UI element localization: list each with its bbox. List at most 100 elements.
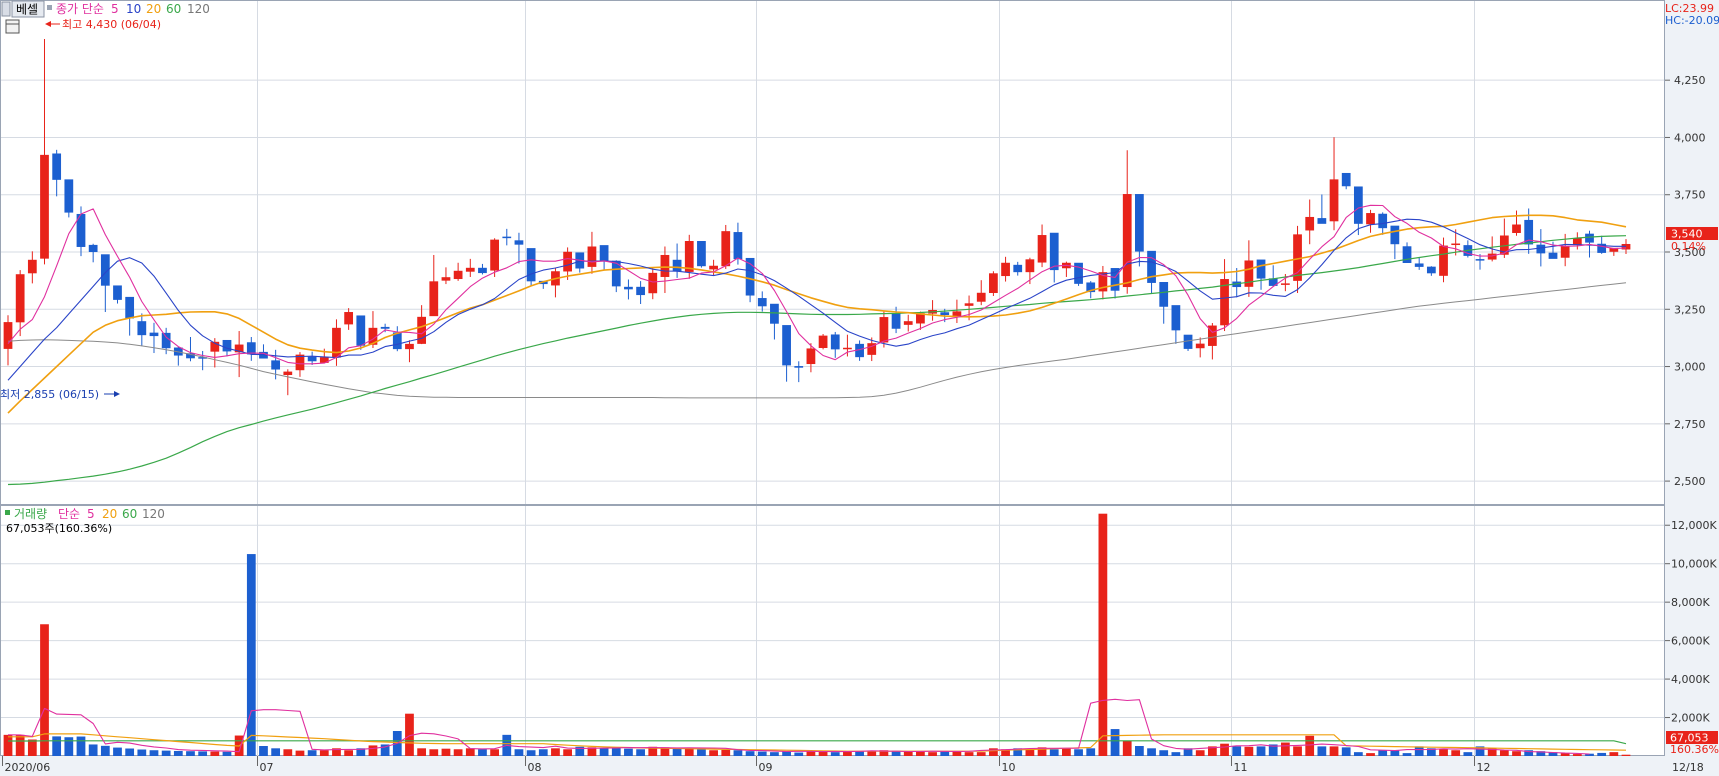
vol-ma120-label[interactable]: 120: [142, 507, 165, 521]
candle-body: [1317, 218, 1327, 224]
candle-body: [1572, 238, 1582, 246]
vol-ma-label[interactable]: 단순: [58, 507, 80, 521]
volume-bar: [441, 748, 451, 756]
volume-gridlines: [1, 524, 1664, 719]
volume-bar: [1585, 753, 1594, 756]
candle-body: [429, 281, 439, 317]
volume-bar: [1074, 749, 1083, 756]
volume-bar: [1013, 748, 1023, 756]
candle-body: [1280, 283, 1290, 285]
current-volume-box: [1666, 731, 1718, 744]
volume-bar: [1317, 746, 1327, 756]
candle-body: [307, 356, 317, 362]
ma20-label[interactable]: 20: [146, 2, 161, 16]
candle-body: [1183, 334, 1193, 349]
candle-body: [1560, 246, 1570, 258]
calendar-icon[interactable]: [5, 19, 20, 34]
volume-bar: [1098, 513, 1108, 756]
candle-body: [344, 312, 354, 325]
volume-tick-label: 6,000K: [1671, 635, 1710, 648]
volume-bars: [3, 513, 1631, 756]
right-axis-area: [1665, 0, 1719, 776]
candle-body: [1536, 244, 1546, 254]
candle-body: [855, 343, 864, 358]
candle-body: [27, 259, 37, 274]
volume-bar: [319, 750, 329, 756]
candle-body: [1439, 245, 1448, 276]
candle-body: [392, 332, 402, 350]
price-tick-label: 3,750: [1674, 189, 1706, 202]
volume-tick-label: 10,000K: [1671, 558, 1717, 571]
volume-tick-label: 2,000K: [1671, 712, 1710, 725]
candle-body: [1475, 259, 1485, 261]
ma10-label[interactable]: 10: [126, 2, 141, 16]
volume-bar: [1001, 749, 1010, 756]
ma120-label[interactable]: 120: [187, 2, 210, 16]
candle-body: [830, 334, 840, 350]
price-axis-ticks: 2,500 2,750 3,000 3,250 3,500 3,750 4,000 4,250: [1665, 74, 1706, 488]
volume-bar: [916, 751, 925, 756]
price-gridlines: [1, 79, 1664, 482]
volume-bar: [344, 750, 354, 756]
candle-body: [1390, 225, 1400, 245]
current-price: 3,540: [1671, 228, 1703, 241]
candle-body: [64, 179, 74, 213]
volume-bar: [3, 734, 13, 756]
vol-ma20-label[interactable]: 20: [102, 507, 117, 521]
candle-body: [587, 246, 597, 267]
volume-bar: [1062, 748, 1071, 756]
current-volume-tag: 67,053 160.36%: [1666, 731, 1719, 756]
volume-bar: [100, 745, 110, 756]
volume-bar: [611, 747, 621, 756]
bottom-axis-area: [0, 756, 1665, 776]
ma5-label[interactable]: 5: [111, 2, 119, 16]
volume-bar: [210, 751, 220, 756]
candle-body: [1086, 282, 1096, 293]
vol-ma60-label[interactable]: 60: [122, 507, 137, 521]
candle-body: [417, 316, 427, 344]
price-tick-label: 3,000: [1674, 361, 1706, 374]
volume-bar: [636, 749, 645, 756]
volume-bar: [465, 748, 475, 756]
candle-body: [100, 254, 110, 286]
volume-bar: [830, 752, 840, 756]
volume-bar: [1037, 747, 1047, 756]
date-tick-label: 10: [1002, 761, 1016, 774]
volume-bar: [259, 746, 268, 756]
ma60-label[interactable]: 60: [166, 2, 181, 16]
volume-label[interactable]: 거래량: [14, 507, 47, 521]
volume-bar: [1475, 746, 1485, 756]
volume-tick-label: 12,000K: [1671, 519, 1717, 532]
volume-bar: [538, 749, 548, 756]
vol-ma5-label[interactable]: 5: [87, 507, 95, 521]
candle-body: [222, 339, 232, 352]
candle-body: [1512, 224, 1521, 233]
volume-bar: [697, 749, 706, 756]
price-tick-label: 3,250: [1674, 303, 1706, 316]
volume-bar: [806, 751, 816, 756]
legend-handle-icon[interactable]: [1, 1, 11, 17]
candle-body: [709, 265, 718, 270]
candle-body: [794, 366, 804, 368]
volume-bar: [1487, 748, 1497, 756]
candle-body: [757, 298, 767, 307]
candle-body: [672, 259, 682, 272]
volume-bar: [478, 749, 487, 756]
stock-tag-box[interactable]: [11, 0, 45, 18]
volume-bar: [1366, 753, 1375, 756]
candle-body: [113, 285, 122, 300]
volume-bar: [928, 752, 937, 756]
volume-bar: [283, 749, 293, 756]
candle-body: [490, 239, 499, 271]
volume-bar: [1147, 748, 1156, 756]
price-ma-label[interactable]: 종가 단순: [56, 2, 104, 16]
volume-bar: [1329, 746, 1339, 756]
volume-bar: [1353, 752, 1363, 756]
volume-bar: [1244, 746, 1254, 756]
vol-ma5-line: [7, 698, 1590, 755]
volume-bar: [1524, 750, 1534, 756]
candle-body: [1487, 253, 1497, 260]
candle-body: [1207, 325, 1217, 346]
volume-bar: [429, 749, 439, 756]
candle-body: [1378, 213, 1388, 229]
